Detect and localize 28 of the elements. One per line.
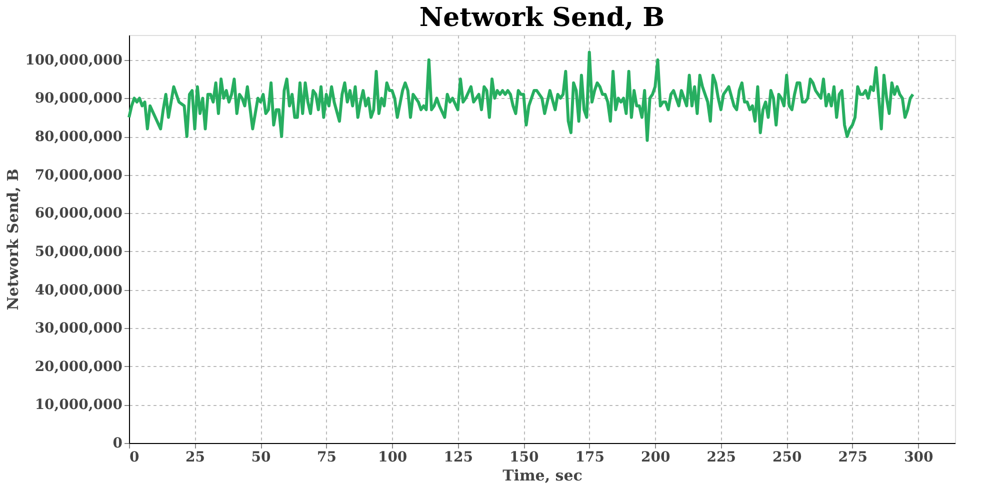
x-tick-label: 275	[838, 450, 868, 466]
y-tick-label: 40,000,000	[34, 282, 123, 298]
x-axis-title: Time, sec	[502, 466, 582, 484]
x-tick-label: 100	[378, 450, 408, 466]
x-tick-label: 125	[444, 450, 473, 466]
y-tick-label: 20,000,000	[34, 358, 123, 375]
y-tick-label: 100,000,000	[25, 52, 123, 68]
y-tick-label: 50,000,000	[34, 244, 123, 260]
x-tick-label: 75	[317, 450, 337, 466]
x-tick-label: 200	[640, 450, 670, 466]
y-tick-label: 0	[112, 436, 123, 452]
y-tick-label: 80,000,000	[34, 129, 123, 146]
y-tick-label: 70,000,000	[34, 167, 123, 184]
y-tick-label: 90,000,000	[34, 90, 123, 107]
line-series	[128, 50, 914, 142]
x-tick-label: 175	[575, 450, 604, 466]
y-tick-label: 60,000,000	[34, 206, 123, 222]
x-tick-label: 25	[186, 450, 206, 466]
y-axis-title: Network Send, B	[4, 168, 22, 310]
chart-title: Network Send, B	[419, 3, 665, 33]
y-tick-label: 10,000,000	[34, 397, 123, 414]
x-tick-label: 50	[251, 450, 272, 466]
x-tick-label: 0	[130, 450, 140, 466]
y-tick-label: 30,000,000	[34, 320, 123, 337]
x-tick-label: 225	[706, 450, 736, 466]
x-tick-label: 300	[904, 450, 934, 466]
x-tick-label: 150	[509, 450, 539, 466]
x-tick-label: 250	[772, 450, 802, 466]
